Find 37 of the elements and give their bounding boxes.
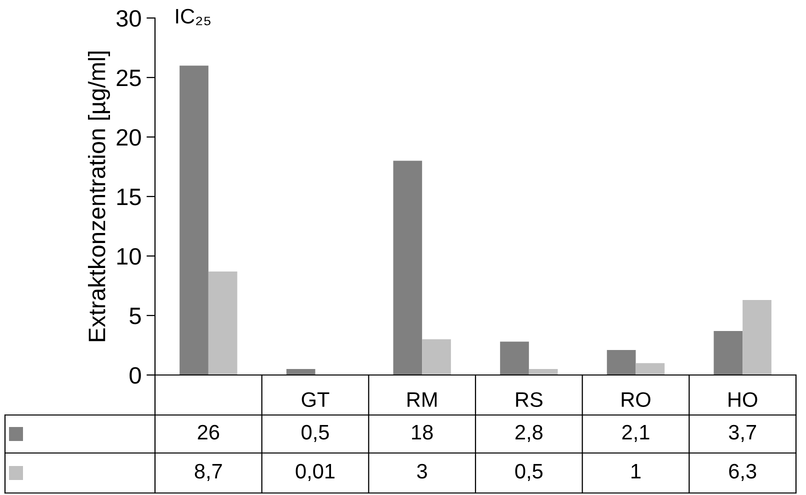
y-tick-label: 0 bbox=[130, 367, 141, 384]
data-label: 6,3 bbox=[729, 464, 756, 482]
data-label: 2,8 bbox=[515, 424, 542, 442]
x-tick-label: HO bbox=[728, 392, 758, 407]
data-label: 0,01 bbox=[296, 464, 335, 482]
bar bbox=[393, 160, 422, 375]
y-tick-label: 15 bbox=[117, 188, 141, 206]
data-label: 18 bbox=[412, 424, 433, 440]
bar bbox=[180, 66, 208, 375]
data-label: 3,7 bbox=[728, 424, 756, 442]
data-label: 0,5 bbox=[302, 424, 329, 442]
y-tick-label: 20 bbox=[116, 129, 141, 146]
chart-title: IC₂₅ bbox=[176, 8, 210, 26]
data-label: 8,7 bbox=[194, 464, 222, 482]
y-axis-title: Extraktkonzentration [µg/ml] bbox=[88, 52, 110, 342]
bar bbox=[500, 342, 529, 375]
x-tick-label: GT bbox=[302, 392, 330, 407]
x-tick-label: RM bbox=[408, 392, 437, 407]
y-tick-label: 5 bbox=[130, 308, 141, 324]
data-label: 0,5 bbox=[515, 464, 543, 482]
bar bbox=[636, 363, 665, 375]
y-tick-label: 10 bbox=[117, 248, 141, 265]
bar bbox=[606, 350, 636, 375]
bar bbox=[742, 300, 772, 375]
data-label: 1 bbox=[632, 464, 641, 478]
bar bbox=[208, 271, 238, 375]
bar bbox=[422, 339, 451, 375]
y-tick-label: 30 bbox=[116, 10, 141, 27]
y-tick-label: 25 bbox=[116, 70, 141, 86]
data-label: 26 bbox=[198, 424, 220, 440]
data-label: 3 bbox=[417, 464, 427, 479]
x-tick-label: RO bbox=[622, 392, 650, 407]
bar bbox=[286, 369, 316, 375]
bar bbox=[528, 369, 558, 375]
bar bbox=[714, 330, 743, 375]
x-tick-label: RS bbox=[516, 392, 542, 407]
data-label: 2,1 bbox=[622, 424, 650, 442]
